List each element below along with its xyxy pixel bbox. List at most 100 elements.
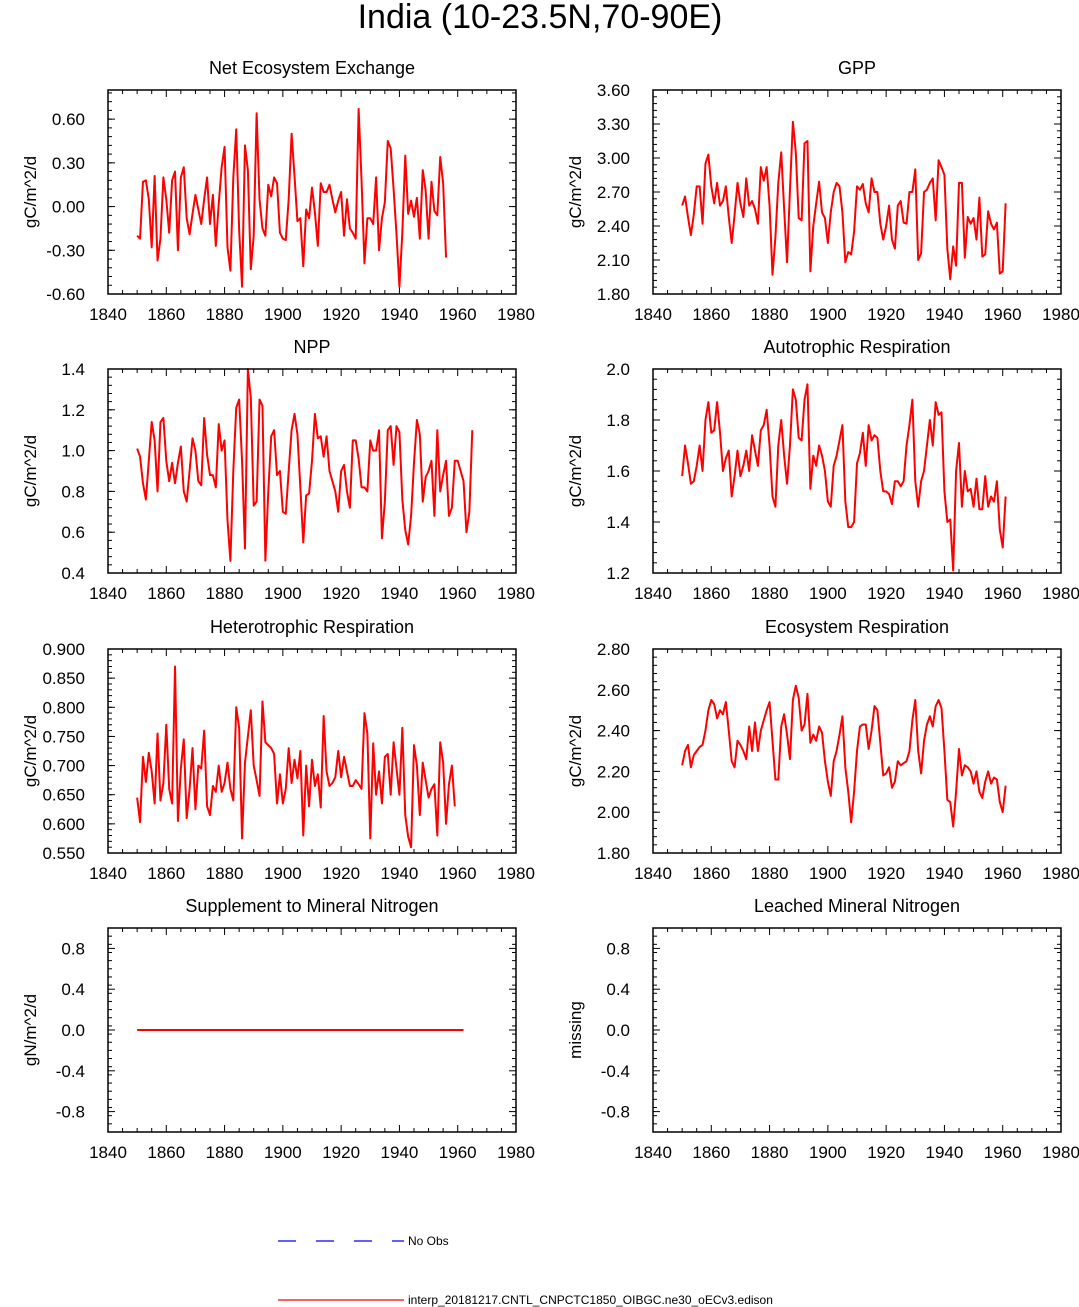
- y-tick-label: -0.4: [601, 1062, 630, 1081]
- plot-frame: [107, 648, 517, 854]
- x-tick-label: 1920: [867, 864, 905, 883]
- x-tick-label: 1860: [147, 864, 185, 883]
- x-tick-label: 1880: [206, 864, 244, 883]
- y-tick-label: 2.40: [597, 217, 630, 236]
- x-tick-label: 1980: [1042, 1143, 1079, 1162]
- x-tick-label: 1980: [497, 584, 535, 603]
- x-tick-label: 1880: [751, 584, 789, 603]
- x-tick-label: 1880: [206, 584, 244, 603]
- x-tick-label: 1940: [926, 305, 964, 324]
- x-tick-label: 1940: [381, 1143, 419, 1162]
- x-tick-label: 1840: [634, 305, 672, 324]
- y-tick-label: 0.900: [42, 640, 85, 659]
- x-tick-label: 1860: [147, 305, 185, 324]
- plot-frame: [107, 927, 517, 1133]
- y-tick-label: 3.60: [597, 81, 630, 100]
- x-tick-label: 1920: [867, 1143, 905, 1162]
- y-tick-label: 2.60: [597, 681, 630, 700]
- series-line-model: [136, 368, 474, 562]
- x-tick-label: 1900: [809, 305, 847, 324]
- series-line-model: [681, 120, 1007, 281]
- x-tick-label: 1960: [984, 1143, 1022, 1162]
- y-tick-label: 2.20: [597, 762, 630, 781]
- x-tick-label: 1880: [206, 1143, 244, 1162]
- x-tick-label: 1840: [634, 1143, 672, 1162]
- x-tick-label: 1900: [809, 864, 847, 883]
- x-tick-label: 1900: [809, 1143, 847, 1162]
- y-tick-label: 1.80: [597, 285, 630, 304]
- y-axis-label: missing: [566, 1001, 585, 1059]
- panel-6: Supplement to Mineral Nitrogen 1840 1860 18…: [21, 896, 535, 1162]
- x-tick-label: 1980: [1042, 305, 1079, 324]
- x-tick-label: 1880: [751, 1143, 789, 1162]
- x-tick-label: 1860: [692, 584, 730, 603]
- x-tick-label: 1880: [206, 305, 244, 324]
- y-tick-label: 1.80: [597, 844, 630, 863]
- x-tick-label: 1840: [89, 1143, 127, 1162]
- y-tick-label: 0.550: [42, 844, 85, 863]
- y-axis-label: gC/m^2/d: [21, 156, 40, 228]
- y-tick-label: 0.850: [42, 669, 85, 688]
- y-tick-label: 0.600: [42, 815, 85, 834]
- x-tick-label: 1920: [867, 584, 905, 603]
- y-tick-label: 2.70: [597, 183, 630, 202]
- x-tick-label: 1900: [264, 584, 302, 603]
- y-tick-label: 2.40: [597, 722, 630, 741]
- panel-2: NPP 1840 1860 1880 1900 1920 1940 1960 1980 0.4 0.…: [21, 337, 535, 603]
- y-tick-label: 2.00: [597, 803, 630, 822]
- y-tick-label: 1.6: [606, 462, 630, 481]
- panel-4: Heterotrophic Respiration 1840 1860 1880 190…: [21, 617, 535, 883]
- x-tick-label: 1900: [264, 864, 302, 883]
- x-tick-label: 1940: [926, 864, 964, 883]
- plot-frame: [107, 89, 517, 295]
- x-tick-label: 1940: [381, 864, 419, 883]
- plot-frame: [652, 927, 1062, 1133]
- main-title: India (10-23.5N,70-90E): [358, 0, 723, 36]
- y-tick-label: 1.4: [606, 513, 630, 532]
- x-tick-label: 1920: [322, 1143, 360, 1162]
- panel-title: Leached Mineral Nitrogen: [754, 896, 960, 916]
- panel-title: NPP: [293, 337, 330, 357]
- y-tick-label: 1.8: [606, 411, 630, 430]
- y-tick-label: 0.4: [61, 564, 85, 583]
- y-tick-label: -0.4: [56, 1062, 85, 1081]
- x-tick-label: 1980: [1042, 584, 1079, 603]
- y-tick-label: 0.650: [42, 786, 85, 805]
- x-tick-label: 1900: [809, 584, 847, 603]
- y-tick-label: -0.8: [56, 1103, 85, 1122]
- plot-frame: [652, 648, 1062, 854]
- y-tick-label: 0.00: [52, 198, 85, 217]
- y-tick-label: 2.80: [597, 640, 630, 659]
- y-tick-label: 0.8: [606, 939, 630, 958]
- x-tick-label: 1880: [751, 864, 789, 883]
- x-tick-label: 1900: [264, 305, 302, 324]
- y-tick-label: 0.4: [61, 980, 85, 999]
- x-tick-label: 1940: [381, 584, 419, 603]
- y-tick-label: 1.0: [61, 442, 85, 461]
- series-line-model: [681, 684, 1007, 828]
- x-tick-label: 1860: [692, 864, 730, 883]
- y-axis-label: gC/m^2/d: [566, 435, 585, 507]
- y-tick-label: 1.2: [606, 564, 630, 583]
- panel-0: Net Ecosystem Exchange 1840 1860 1880 1900 19…: [21, 58, 535, 324]
- x-tick-label: 1980: [497, 305, 535, 324]
- legend: No Obs interp_20181217.CNTL_CNPCTC1850_O…: [278, 1234, 773, 1307]
- x-tick-label: 1840: [89, 584, 127, 603]
- panel-title: Net Ecosystem Exchange: [209, 58, 415, 78]
- x-tick-label: 1960: [439, 864, 477, 883]
- x-tick-label: 1960: [439, 584, 477, 603]
- x-tick-label: 1860: [147, 584, 185, 603]
- x-tick-label: 1900: [264, 1143, 302, 1162]
- y-tick-label: 3.30: [597, 115, 630, 134]
- plot-frame: [652, 89, 1062, 295]
- series-line-model: [136, 665, 456, 849]
- x-tick-label: 1860: [692, 1143, 730, 1162]
- plot-frame: [652, 368, 1062, 574]
- legend-label-no-obs: No Obs: [408, 1234, 449, 1248]
- x-tick-label: 1980: [497, 1143, 535, 1162]
- x-tick-label: 1920: [322, 305, 360, 324]
- y-tick-label: 1.4: [61, 360, 85, 379]
- x-tick-label: 1840: [634, 584, 672, 603]
- x-tick-label: 1960: [984, 305, 1022, 324]
